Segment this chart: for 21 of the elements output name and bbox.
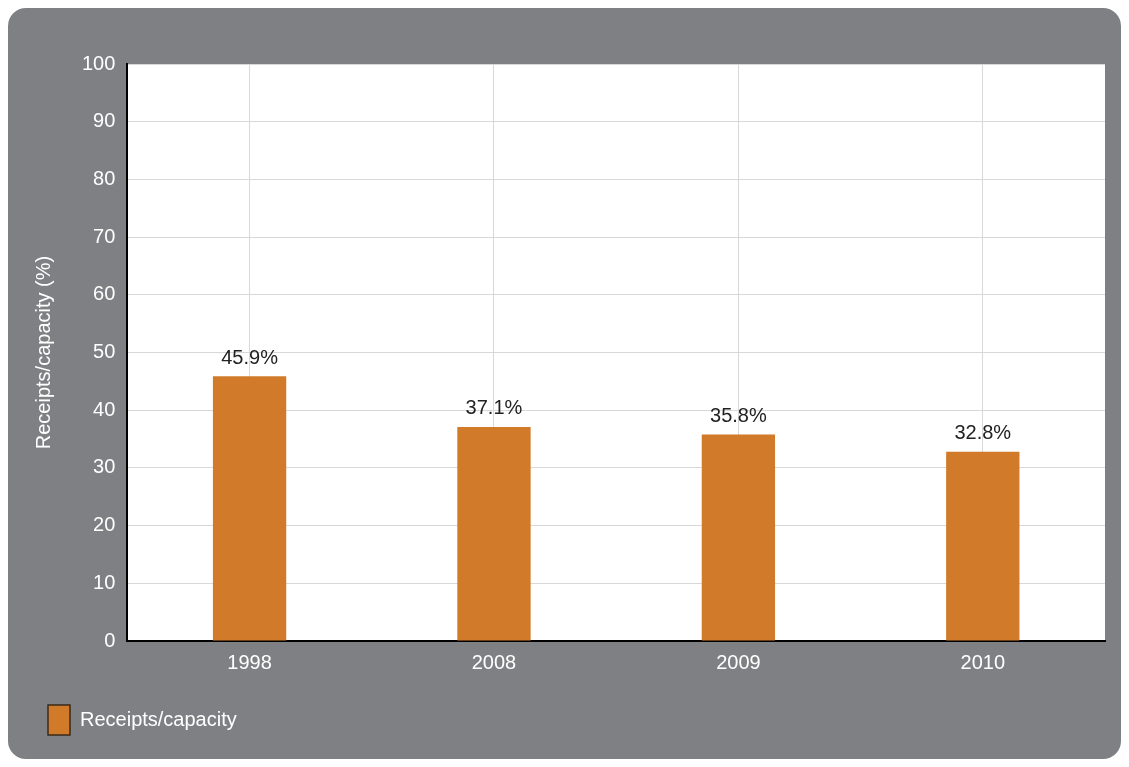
y-tick-label: 10 (93, 570, 116, 593)
y-tick-label: 90 (93, 109, 116, 132)
data-label: 45.9% (221, 345, 279, 368)
y-tick-label: 20 (93, 513, 116, 536)
y-tick-label: 80 (93, 166, 116, 189)
x-tick-label: 2010 (960, 650, 1006, 673)
y-tick-label: 40 (93, 397, 116, 420)
y-tick-label: 60 (93, 282, 116, 305)
x-tick-label: 1998 (227, 650, 272, 673)
x-tick-label: 2009 (716, 650, 761, 673)
legend-label: Receipts/capacity (80, 707, 237, 730)
data-label: 35.8% (710, 403, 767, 426)
x-tick-label: 2008 (471, 650, 517, 673)
y-tick-label: 50 (93, 340, 116, 363)
y-tick-label: 30 (93, 455, 116, 478)
y-tick-label: 100 (81, 51, 116, 74)
data-label: 37.1% (465, 396, 523, 419)
y-tick-label: 70 (93, 224, 116, 247)
y-tick-label: 0 (104, 628, 116, 651)
y-axis-title: Receipts/capacity (%) (31, 255, 54, 450)
data-label: 32.8% (954, 421, 1012, 444)
